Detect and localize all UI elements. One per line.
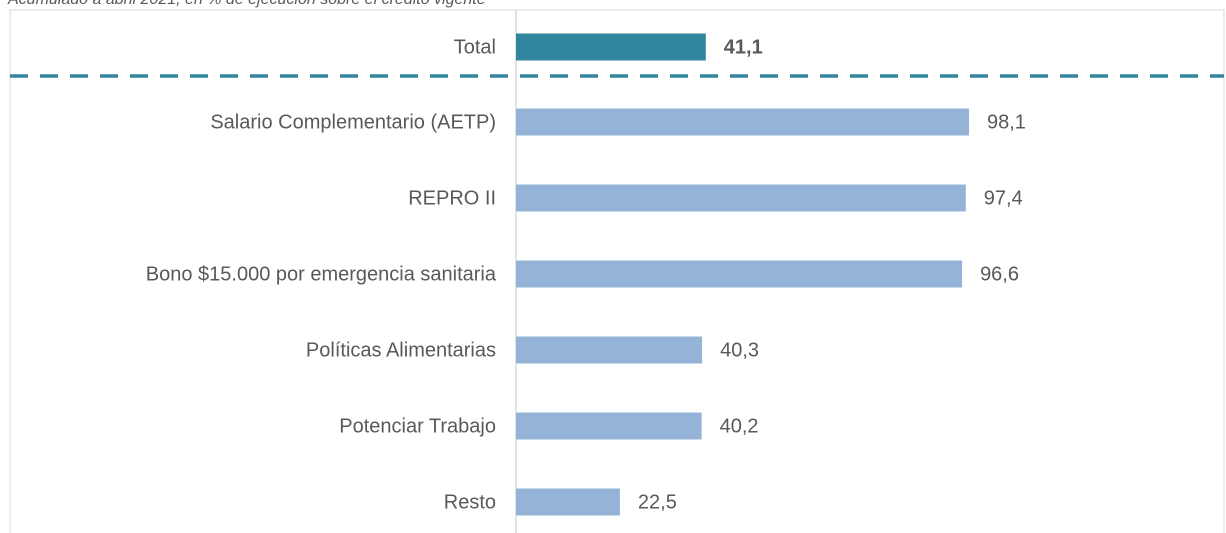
value-label: 98,1	[987, 111, 1026, 133]
bar	[516, 33, 706, 61]
bar	[516, 488, 620, 516]
category-label: Bono $15.000 por emergencia sanitaria	[146, 263, 497, 285]
bar	[516, 184, 966, 212]
value-label: 97,4	[984, 187, 1023, 209]
bar	[516, 412, 702, 440]
category-label: Políticas Alimentarias	[306, 339, 496, 361]
bar	[516, 260, 963, 288]
chart-subtitle: Acumulado a abril 2021, en % de ejecució…	[7, 0, 486, 8]
value-label: 96,6	[980, 263, 1019, 285]
frame	[9, 9, 1225, 533]
bar	[516, 108, 969, 136]
category-label: REPRO II	[408, 187, 496, 209]
value-label: 41,1	[724, 36, 763, 58]
category-label: Total	[454, 36, 496, 58]
category-label: Salario Complementario (AETP)	[210, 111, 496, 133]
category-label: Potenciar Trabajo	[339, 415, 496, 437]
value-label: 22,5	[638, 491, 677, 513]
value-label: 40,2	[720, 415, 759, 437]
category-label: Resto	[444, 491, 496, 513]
bar	[516, 336, 703, 364]
value-label: 40,3	[720, 339, 759, 361]
